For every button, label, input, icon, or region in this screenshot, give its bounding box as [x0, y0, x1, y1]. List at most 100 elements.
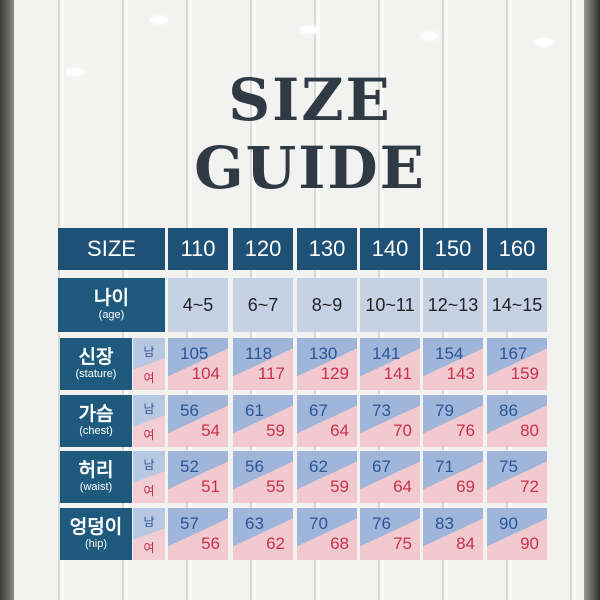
measure-cell: 67 64 — [360, 451, 420, 503]
female-value: 80 — [520, 421, 539, 440]
female-value: 90 — [520, 534, 539, 553]
size-column-header: 160 — [487, 228, 547, 270]
male-value: 130 — [309, 344, 338, 363]
male-label: 남 — [143, 514, 155, 529]
male-label: 남 — [143, 401, 155, 416]
measure-label-english: (hip) — [84, 538, 107, 551]
sign-title: SIZE GUIDE — [194, 66, 426, 202]
size-column-header: 140 — [360, 228, 420, 270]
female-label: 여 — [143, 483, 155, 498]
female-value: 69 — [456, 477, 475, 496]
female-value: 143 — [446, 364, 475, 383]
female-value: 75 — [393, 534, 412, 553]
age-cell: 4~5 — [168, 278, 228, 332]
measure-cell: 130 129 — [297, 338, 357, 390]
age-cell: 14~15 — [487, 278, 547, 332]
measure-cell: 62 59 — [297, 451, 357, 503]
measure-label-english: (stature) — [75, 368, 117, 381]
female-value: 76 — [456, 421, 475, 440]
measure-cell: 56 55 — [233, 451, 293, 503]
measure-cell: 154 143 — [423, 338, 483, 390]
female-value: 72 — [520, 477, 539, 496]
female-value: 159 — [510, 364, 539, 383]
male-value: 57 — [180, 514, 199, 533]
measure-cell: 61 59 — [233, 395, 293, 447]
measure-label-english: (chest) — [79, 425, 113, 438]
measure-label: 가슴 (chest) — [60, 395, 132, 447]
age-label-korean: 나이 — [94, 287, 129, 309]
female-value: 64 — [330, 421, 349, 440]
female-label: 여 — [143, 370, 155, 385]
frame-left — [0, 0, 14, 600]
age-label-english: (age) — [98, 309, 125, 322]
male-value: 167 — [499, 344, 528, 363]
age-cell: 6~7 — [233, 278, 293, 332]
male-label: 남 — [143, 457, 155, 472]
male-value: 118 — [245, 344, 273, 363]
measure-cell: 70 68 — [297, 508, 357, 560]
measure-cell: 90 90 — [487, 508, 547, 560]
male-value: 63 — [245, 514, 264, 533]
ceiling-light-reflection — [420, 32, 438, 40]
measure-cell: 86 80 — [487, 395, 547, 447]
male-value: 56 — [180, 401, 199, 420]
female-value: 59 — [330, 477, 349, 496]
size-column-header: 110 — [168, 228, 228, 270]
measure-cell: 71 69 — [423, 451, 483, 503]
ceiling-light-reflection — [150, 16, 168, 24]
female-value: 141 — [383, 364, 412, 383]
measure-cell: 57 56 — [168, 508, 228, 560]
size-column-header: 130 — [297, 228, 357, 270]
measure-cell: 83 84 — [423, 508, 483, 560]
female-value: 129 — [320, 364, 349, 383]
female-label: 여 — [143, 427, 155, 442]
male-value: 86 — [499, 401, 518, 420]
ceiling-light-reflection — [300, 26, 318, 34]
female-value: 117 — [257, 364, 285, 383]
male-value: 79 — [435, 401, 454, 420]
female-value: 84 — [456, 534, 475, 553]
male-value: 52 — [180, 457, 199, 476]
male-value: 61 — [245, 401, 264, 420]
male-value: 67 — [309, 401, 328, 420]
male-value: 67 — [372, 457, 391, 476]
measure-cell: 141 141 — [360, 338, 420, 390]
female-value: 59 — [266, 421, 285, 440]
measure-label: 엉덩이 (hip) — [60, 508, 132, 560]
female-value: 55 — [266, 477, 285, 496]
measure-cell: 52 51 — [168, 451, 228, 503]
female-value: 64 — [393, 477, 412, 496]
male-value: 62 — [309, 457, 328, 476]
size-column-header: 120 — [233, 228, 293, 270]
male-value: 71 — [435, 457, 454, 476]
female-value: 104 — [191, 364, 220, 383]
age-cell: 10~11 — [360, 278, 420, 332]
measure-label-korean: 허리 — [78, 459, 114, 481]
male-label: 남 — [143, 344, 155, 359]
measure-label-korean: 신장 — [78, 346, 114, 368]
ceiling-light-reflection — [535, 38, 553, 46]
measure-cell: 56 54 — [168, 395, 228, 447]
measure-cell: 76 75 — [360, 508, 420, 560]
female-value: 54 — [201, 421, 220, 440]
measure-cell: 105 104 — [168, 338, 228, 390]
size-column-header: 150 — [423, 228, 483, 270]
size-header: SIZE — [58, 228, 165, 270]
measure-label: 허리 (waist) — [60, 451, 132, 503]
measure-cell: 79 76 — [423, 395, 483, 447]
measure-label-korean: 가슴 — [78, 403, 114, 425]
measure-cell: 73 70 — [360, 395, 420, 447]
measure-label: 신장 (stature) — [60, 338, 132, 390]
age-label: 나이 (age) — [58, 278, 165, 332]
male-value: 90 — [499, 514, 518, 533]
measure-cell: 167 159 — [487, 338, 547, 390]
male-value: 154 — [435, 344, 464, 363]
measure-label-korean: 엉덩이 — [69, 516, 123, 538]
male-value: 76 — [372, 514, 391, 533]
male-value: 83 — [435, 514, 454, 533]
